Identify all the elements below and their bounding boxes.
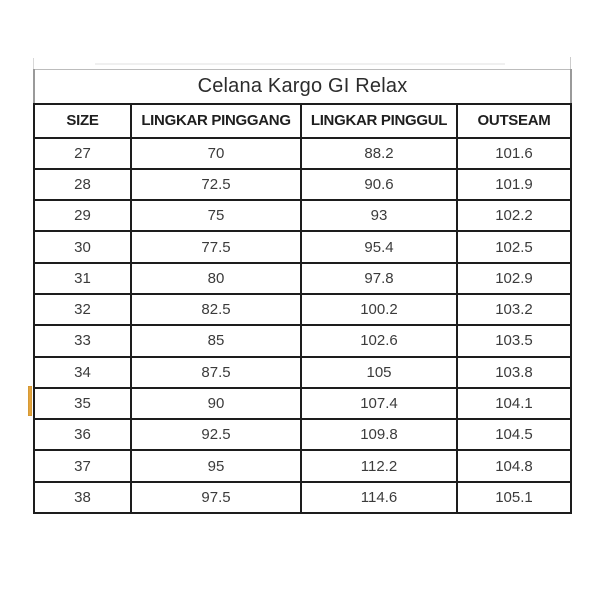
waist-cell: 82.5 <box>130 292 302 327</box>
size-cell: 33 <box>33 324 132 358</box>
outseam-cell: 104.5 <box>456 418 572 452</box>
outseam-cell: 102.9 <box>456 261 572 295</box>
size-cell: 31 <box>33 261 132 295</box>
crop-artifact-line-right <box>570 57 571 69</box>
col-header-outseam: OUTSEAM <box>456 102 572 139</box>
size-cell: 28 <box>33 167 132 202</box>
table-row: 34 87.5 105 103.8 <box>33 355 572 389</box>
table-row: 30 77.5 95.4 102.5 <box>33 230 572 264</box>
hip-cell: 105 <box>300 355 458 389</box>
outseam-cell: 104.1 <box>456 386 572 421</box>
hip-cell: 107.4 <box>300 386 458 421</box>
outseam-cell: 101.9 <box>456 167 572 202</box>
size-cell: 38 <box>33 480 132 515</box>
waist-cell: 85 <box>130 324 302 358</box>
waist-cell: 72.5 <box>130 167 302 202</box>
table-row: 29 75 93 102.2 <box>33 199 572 233</box>
table-row: 27 70 88.2 101.6 <box>33 136 572 170</box>
waist-cell: 95 <box>130 449 302 483</box>
table-row: 32 82.5 100.2 103.2 <box>33 292 572 327</box>
outseam-cell: 104.8 <box>456 449 572 483</box>
size-cell: 37 <box>33 449 132 483</box>
outseam-cell: 105.1 <box>456 480 572 515</box>
hip-cell: 102.6 <box>300 324 458 358</box>
hip-cell: 88.2 <box>300 136 458 170</box>
outseam-cell: 101.6 <box>456 136 572 170</box>
waist-cell: 75 <box>130 199 302 233</box>
hip-cell: 90.6 <box>300 167 458 202</box>
table-row: 31 80 97.8 102.9 <box>33 261 572 295</box>
table-row-highlighted: 35 90 107.4 104.1 <box>33 386 572 421</box>
size-cell: 35 <box>33 386 132 421</box>
table-row: 28 72.5 90.6 101.9 <box>33 167 572 202</box>
row-highlight-marker <box>28 386 32 416</box>
hip-cell: 95.4 <box>300 230 458 264</box>
waist-cell: 70 <box>130 136 302 170</box>
hip-cell: 109.8 <box>300 418 458 452</box>
outseam-cell: 103.2 <box>456 292 572 327</box>
table-title: Celana Kargo GI Relax <box>33 69 572 105</box>
size-cell: 30 <box>33 230 132 264</box>
size-cell: 32 <box>33 292 132 327</box>
outseam-cell: 102.5 <box>456 230 572 264</box>
size-chart-table: Celana Kargo GI Relax SIZE LINGKAR PINGG… <box>33 69 572 515</box>
outseam-cell: 103.8 <box>456 355 572 389</box>
waist-cell: 80 <box>130 261 302 295</box>
table-row: 36 92.5 109.8 104.5 <box>33 418 572 452</box>
table-row: 37 95 112.2 104.8 <box>33 449 572 483</box>
size-cell: 29 <box>33 199 132 233</box>
waist-cell: 97.5 <box>130 480 302 515</box>
hip-cell: 112.2 <box>300 449 458 483</box>
waist-cell: 90 <box>130 386 302 421</box>
col-header-lingkar-pinggul: LINGKAR PINGGUL <box>300 102 458 139</box>
size-cell: 36 <box>33 418 132 452</box>
table-row: 33 85 102.6 103.5 <box>33 324 572 358</box>
title-row: Celana Kargo GI Relax <box>33 69 572 105</box>
waist-cell: 77.5 <box>130 230 302 264</box>
table-row: 38 97.5 114.6 105.1 <box>33 480 572 515</box>
size-cell: 34 <box>33 355 132 389</box>
outseam-cell: 102.2 <box>456 199 572 233</box>
waist-cell: 92.5 <box>130 418 302 452</box>
crop-artifact-smudge <box>95 63 505 65</box>
outseam-cell: 103.5 <box>456 324 572 358</box>
hip-cell: 100.2 <box>300 292 458 327</box>
col-header-lingkar-pinggang: LINGKAR PINGGANG <box>130 102 302 139</box>
waist-cell: 87.5 <box>130 355 302 389</box>
size-cell: 27 <box>33 136 132 170</box>
crop-artifact-line-left <box>33 58 34 69</box>
hip-cell: 93 <box>300 199 458 233</box>
col-header-size: SIZE <box>33 102 132 139</box>
hip-cell: 97.8 <box>300 261 458 295</box>
header-row: SIZE LINGKAR PINGGANG LINGKAR PINGGUL OU… <box>33 102 572 139</box>
hip-cell: 114.6 <box>300 480 458 515</box>
